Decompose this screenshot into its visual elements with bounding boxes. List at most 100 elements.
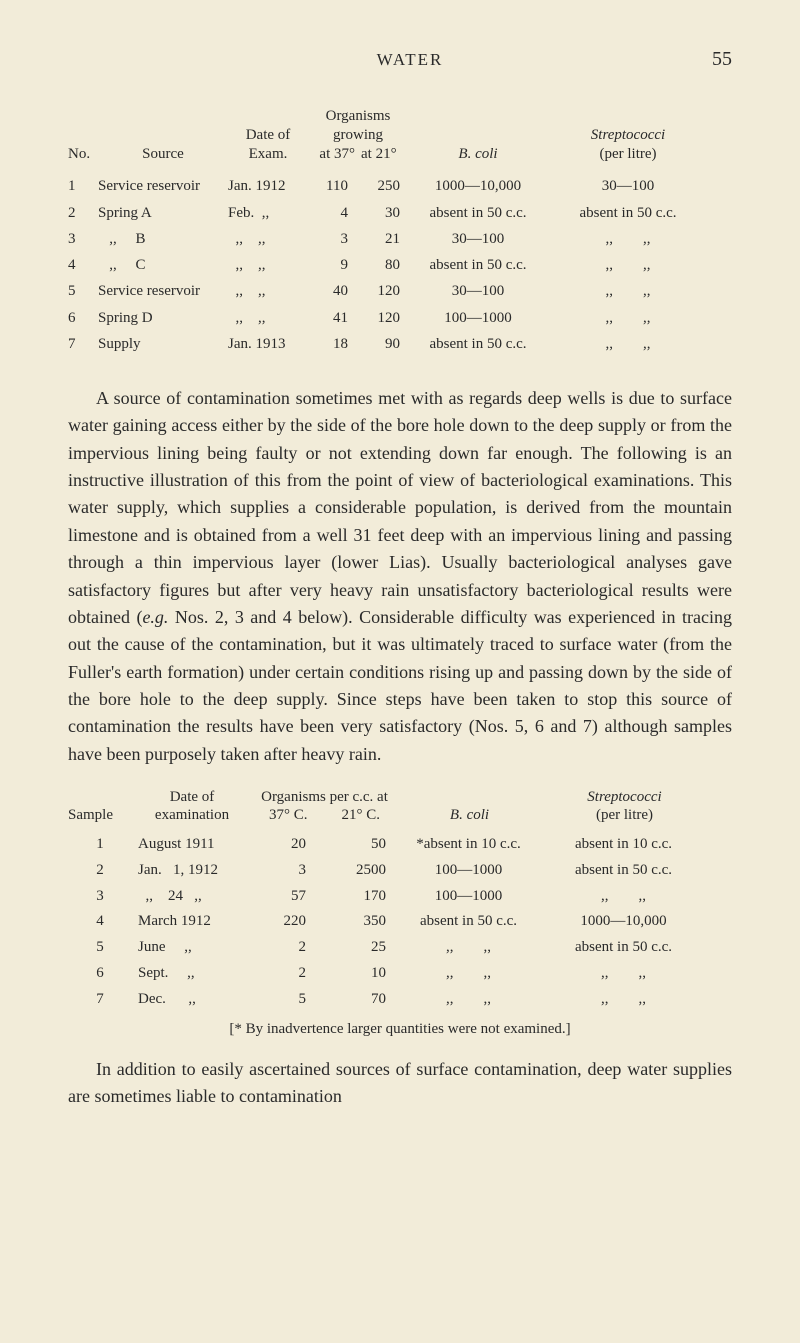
table-2-row: 3 ,, 24 ,,57170100—1000,, ,, [68, 884, 732, 910]
t1-cell-no: 5 [68, 278, 98, 304]
t1-cell-strep: ,, ,, [548, 305, 708, 331]
t1-cell-org21: 21 [358, 226, 408, 252]
t2-cell-org37: 57 [252, 884, 324, 910]
t1-head-strep: Streptococci (per litre) [548, 126, 708, 164]
t1-cell-date: ,, ,, [228, 305, 308, 331]
t2-cell-date: March 1912 [132, 909, 252, 935]
t2-head-strep-label: Streptococci [587, 788, 661, 806]
table-2-row: 5June ,,225,, ,,absent in 50 c.c. [68, 935, 732, 961]
t2-head-org-21: 21° C. [341, 806, 380, 824]
t2-cell-date: Sept. ,, [132, 961, 252, 987]
t1-cell-strep: ,, ,, [548, 226, 708, 252]
t1-cell-source: Service reservoir [98, 173, 228, 199]
t1-cell-source: ,, C [98, 252, 228, 278]
t1-cell-source: Spring A [98, 200, 228, 226]
t1-cell-no: 2 [68, 200, 98, 226]
t2-cell-strep: ,, ,, [541, 884, 706, 910]
t1-cell-strep: absent in 50 c.c. [548, 200, 708, 226]
t1-cell-coli: absent in 50 c.c. [408, 252, 548, 278]
t2-cell-coli: ,, ,, [396, 987, 541, 1013]
t1-cell-date: ,, ,, [228, 226, 308, 252]
t2-cell-org21: 170 [324, 884, 396, 910]
t1-head-org-l1: Organisms [326, 107, 391, 126]
t1-cell-org37: 110 [308, 173, 358, 199]
t1-cell-date: ,, ,, [228, 278, 308, 304]
t2-cell-org21: 50 [324, 832, 396, 858]
t2-cell-sample: 2 [68, 858, 132, 884]
footnote: [* By inadvertence larger quantities wer… [68, 1021, 732, 1038]
t1-head-coli-label: B. coli [458, 146, 497, 162]
running-head: WATER [108, 50, 712, 70]
t2-cell-strep: absent in 50 c.c. [541, 858, 706, 884]
final-paragraph: In addition to easily ascertained source… [68, 1056, 732, 1111]
t2-cell-date: August 1911 [132, 832, 252, 858]
t1-head-date-l1: Date of [246, 126, 291, 145]
t1-head-no: No. [68, 146, 98, 163]
t2-cell-org37: 3 [252, 858, 324, 884]
t2-cell-coli: *absent in 10 c.c. [396, 832, 541, 858]
t2-cell-org21: 350 [324, 909, 396, 935]
t1-cell-no: 4 [68, 252, 98, 278]
t1-cell-coli: 1000—10,000 [408, 173, 548, 199]
t1-cell-strep: 30—100 [548, 173, 708, 199]
table-2-body: 1August 19112050*absent in 10 c.c.absent… [68, 832, 732, 1013]
t1-cell-coli: 30—100 [408, 226, 548, 252]
page-header-row: WATER 55 [68, 48, 732, 71]
t1-head-date-l2: Exam. [249, 145, 288, 164]
t2-head-per-litre: (per litre) [596, 806, 653, 824]
table-1: No. Source Date of Exam. Organisms growi… [68, 107, 732, 357]
t1-head-org-l2: growing [333, 126, 383, 145]
table-1-row: 1Service reservoirJan. 19121102501000—10… [68, 173, 732, 199]
t1-cell-org37: 18 [308, 331, 358, 357]
t1-head-strep-label: Streptococci [591, 126, 665, 145]
t2-head-date-l2: examination [155, 806, 229, 824]
t2-head-coli: B. coli [397, 807, 542, 824]
t1-cell-coli: 100—1000 [408, 305, 548, 331]
t1-cell-source: Spring D [98, 305, 228, 331]
t1-cell-strep: ,, ,, [548, 278, 708, 304]
table-2-header: Sample Date of examination Organisms per… [68, 788, 732, 824]
t1-cell-strep: ,, ,, [548, 252, 708, 278]
t2-cell-date: ,, 24 ,, [132, 884, 252, 910]
t2-cell-coli: absent in 50 c.c. [396, 909, 541, 935]
t1-head-org-37: at 37° [319, 145, 355, 164]
table-2-row: 4March 1912220350absent in 50 c.c.1000—1… [68, 909, 732, 935]
table-1-header: No. Source Date of Exam. Organisms growi… [68, 107, 732, 163]
t1-head-per-litre: (per litre) [599, 145, 656, 164]
t1-head-source: Source [98, 146, 228, 163]
t1-cell-source: Service reservoir [98, 278, 228, 304]
t2-head-date-l1: Date of [170, 788, 215, 806]
t1-cell-org21: 250 [358, 173, 408, 199]
t1-cell-no: 1 [68, 173, 98, 199]
t2-cell-strep: 1000—10,000 [541, 909, 706, 935]
t2-head-organisms: Organisms per c.c. at 37° C. 21° C. [252, 788, 397, 824]
t1-cell-source: Supply [98, 331, 228, 357]
table-1-row: 7SupplyJan. 19131890absent in 50 c.c.,, … [68, 331, 732, 357]
t2-cell-sample: 7 [68, 987, 132, 1013]
table-2-row: 1August 19112050*absent in 10 c.c.absent… [68, 832, 732, 858]
t2-cell-org21: 10 [324, 961, 396, 987]
t1-cell-no: 6 [68, 305, 98, 331]
t1-head-org-21: at 21° [361, 145, 397, 164]
body-text-content: A source of contamination sometimes met … [68, 388, 732, 764]
t1-cell-date: Feb. ,, [228, 200, 308, 226]
t1-cell-source: ,, B [98, 226, 228, 252]
t2-cell-sample: 1 [68, 832, 132, 858]
t2-cell-coli: ,, ,, [396, 935, 541, 961]
t2-head-coli-label: B. coli [450, 807, 489, 823]
table-2: Sample Date of examination Organisms per… [68, 788, 732, 1013]
t2-cell-sample: 3 [68, 884, 132, 910]
t1-cell-date: ,, ,, [228, 252, 308, 278]
t2-cell-org37: 20 [252, 832, 324, 858]
t1-cell-coli: absent in 50 c.c. [408, 331, 548, 357]
t2-cell-org21: 70 [324, 987, 396, 1013]
t2-cell-date: Jan. 1, 1912 [132, 858, 252, 884]
t2-cell-strep: ,, ,, [541, 987, 706, 1013]
t2-cell-coli: ,, ,, [396, 961, 541, 987]
t1-cell-date: Jan. 1912 [228, 173, 308, 199]
t1-cell-org37: 4 [308, 200, 358, 226]
t1-head-coli: B. coli [408, 146, 548, 163]
table-1-row: 2Spring AFeb. ,,430absent in 50 c.c.abse… [68, 200, 732, 226]
t1-head-date: Date of Exam. [228, 126, 308, 164]
t1-cell-strep: ,, ,, [548, 331, 708, 357]
